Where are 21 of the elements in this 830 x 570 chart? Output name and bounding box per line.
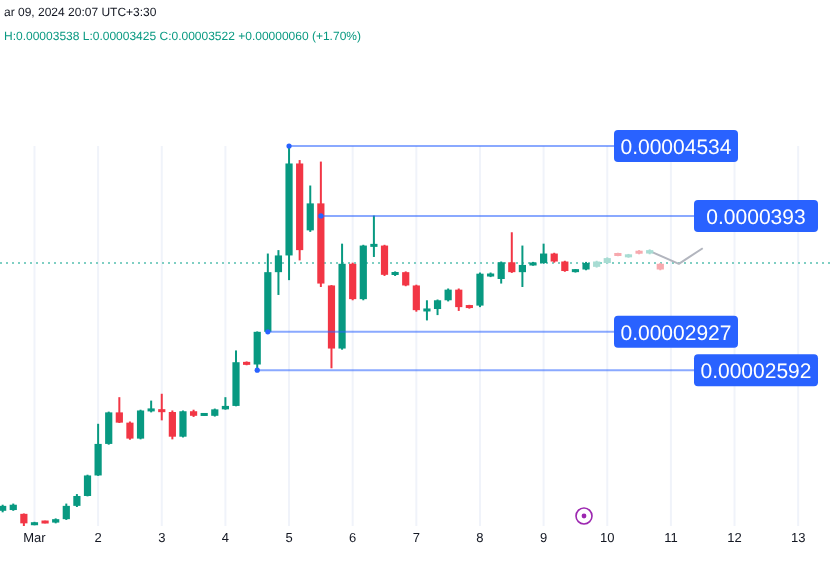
candlestick bbox=[158, 392, 166, 422]
candlestick bbox=[168, 409, 176, 441]
candlestick bbox=[455, 287, 463, 312]
annotation: 0.00002927 bbox=[620, 321, 732, 346]
candlestick bbox=[518, 244, 526, 288]
candlestick bbox=[508, 231, 516, 274]
candlestick bbox=[94, 422, 102, 477]
candlestick bbox=[115, 396, 123, 425]
candlestick bbox=[253, 330, 261, 372]
annotation: 0.00004534 bbox=[620, 136, 732, 160]
annotation: 0.0000393 bbox=[706, 205, 806, 230]
candlestick bbox=[179, 409, 187, 439]
candlestick bbox=[274, 249, 283, 296]
candlestick bbox=[349, 261, 357, 302]
candlestick bbox=[126, 420, 134, 441]
candlestick bbox=[380, 243, 389, 277]
candlestick bbox=[232, 349, 240, 408]
candlestick bbox=[412, 283, 420, 313]
annotation: 0.00002592 bbox=[700, 360, 812, 385]
candlestick bbox=[306, 184, 314, 233]
candlestick bbox=[105, 410, 113, 446]
